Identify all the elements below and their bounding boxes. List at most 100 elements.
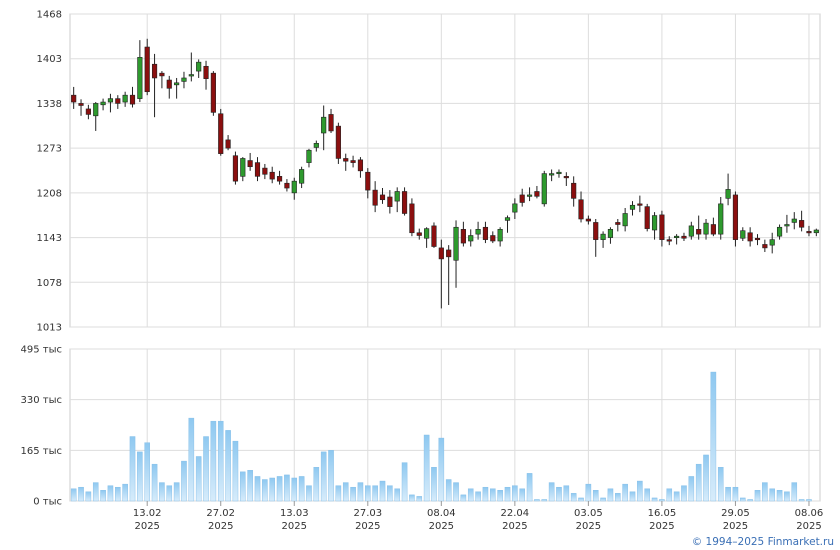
candle-body [475, 229, 481, 235]
volume-bar [188, 417, 195, 502]
candle-body [335, 125, 341, 159]
candle-body [615, 222, 621, 225]
volume-bars [70, 371, 812, 502]
volume-bar [578, 497, 584, 502]
candle-body [284, 182, 290, 189]
volume-bar [203, 436, 209, 502]
candle [424, 227, 430, 248]
candle-body [666, 239, 672, 242]
grid [69, 13, 821, 502]
x-tick-day: 03.05 [574, 508, 603, 519]
x-tick-year: 2025 [134, 521, 159, 532]
candle [115, 95, 121, 109]
volume-bar [747, 499, 753, 502]
candle-body [196, 61, 202, 72]
candle-body [563, 176, 569, 179]
candle [394, 187, 400, 213]
candle [196, 59, 202, 78]
volume-bar [607, 488, 614, 502]
volume-bar [387, 485, 393, 502]
candle [247, 152, 253, 171]
candle-body [174, 82, 180, 86]
candle [137, 40, 143, 103]
volume-bar [754, 490, 761, 502]
candle-body [710, 224, 716, 235]
candle-body [799, 220, 805, 228]
candle-body [674, 235, 680, 238]
volume-bar [445, 479, 452, 502]
volume-bar [600, 497, 606, 502]
candle-body [490, 235, 496, 242]
x-tick-year: 2025 [649, 521, 674, 532]
candle [401, 187, 408, 216]
volume-tick-label: 0 тыс [33, 497, 62, 508]
candle [578, 191, 584, 223]
candle-body [159, 72, 165, 77]
candle-body [85, 108, 91, 115]
volume-bar [210, 420, 217, 502]
volume-bar [791, 482, 798, 502]
candle [144, 38, 150, 96]
candle [210, 71, 216, 116]
x-tick-year: 2025 [208, 521, 233, 532]
candle-body [210, 72, 216, 113]
candle [181, 71, 187, 89]
candle-body [468, 235, 474, 242]
volume-bar [482, 486, 489, 502]
candle-body [247, 160, 253, 168]
candle-body [181, 77, 187, 82]
candle-body [291, 180, 297, 194]
candle [754, 234, 761, 246]
candle-body [93, 103, 99, 117]
volume-bar [695, 463, 702, 502]
volume-bar [306, 485, 312, 502]
x-tick-day: 27.02 [206, 508, 235, 519]
candle [409, 198, 415, 237]
volume-bar [637, 480, 643, 502]
volume-bar [769, 488, 775, 502]
candle [776, 224, 783, 240]
volume-bar [335, 485, 342, 502]
volume-bar [357, 482, 364, 502]
candle-body [629, 204, 636, 210]
volume-bar [416, 496, 423, 502]
volume-bar [409, 494, 415, 502]
price-tick-label: 1468 [37, 10, 62, 21]
candle-body [276, 176, 283, 182]
candle-body [460, 229, 466, 244]
volume-bar [475, 491, 481, 502]
candle-body [534, 191, 540, 197]
candle-body [203, 65, 209, 79]
volume-bar [92, 482, 99, 502]
candle-body [262, 167, 268, 175]
price-tick-label: 1078 [37, 278, 62, 289]
volume-bar [269, 477, 275, 502]
volume-bar [181, 460, 187, 502]
candle [696, 215, 702, 240]
candle [129, 86, 136, 108]
volume-bar [438, 437, 445, 502]
candle-body [696, 229, 702, 235]
candle-body [784, 224, 790, 227]
candle-body [747, 232, 753, 242]
volume-bar [313, 467, 320, 502]
candle-body [122, 94, 128, 103]
x-tick-year: 2025 [502, 521, 527, 532]
candle [541, 170, 547, 207]
volume-bar [137, 451, 143, 502]
volume-bar [592, 490, 599, 502]
volume-bar [717, 467, 724, 502]
volume-bar [703, 454, 709, 502]
candle-body [328, 114, 334, 132]
candle [725, 173, 731, 206]
volume-bar [673, 491, 680, 502]
candle-body [137, 57, 143, 99]
candle [100, 98, 106, 111]
candle [306, 148, 312, 168]
candle-body [71, 94, 77, 103]
volume-bar [798, 499, 805, 502]
candle-body [732, 194, 739, 240]
candle [438, 239, 444, 309]
candle-body [659, 214, 665, 240]
candle [703, 218, 709, 240]
